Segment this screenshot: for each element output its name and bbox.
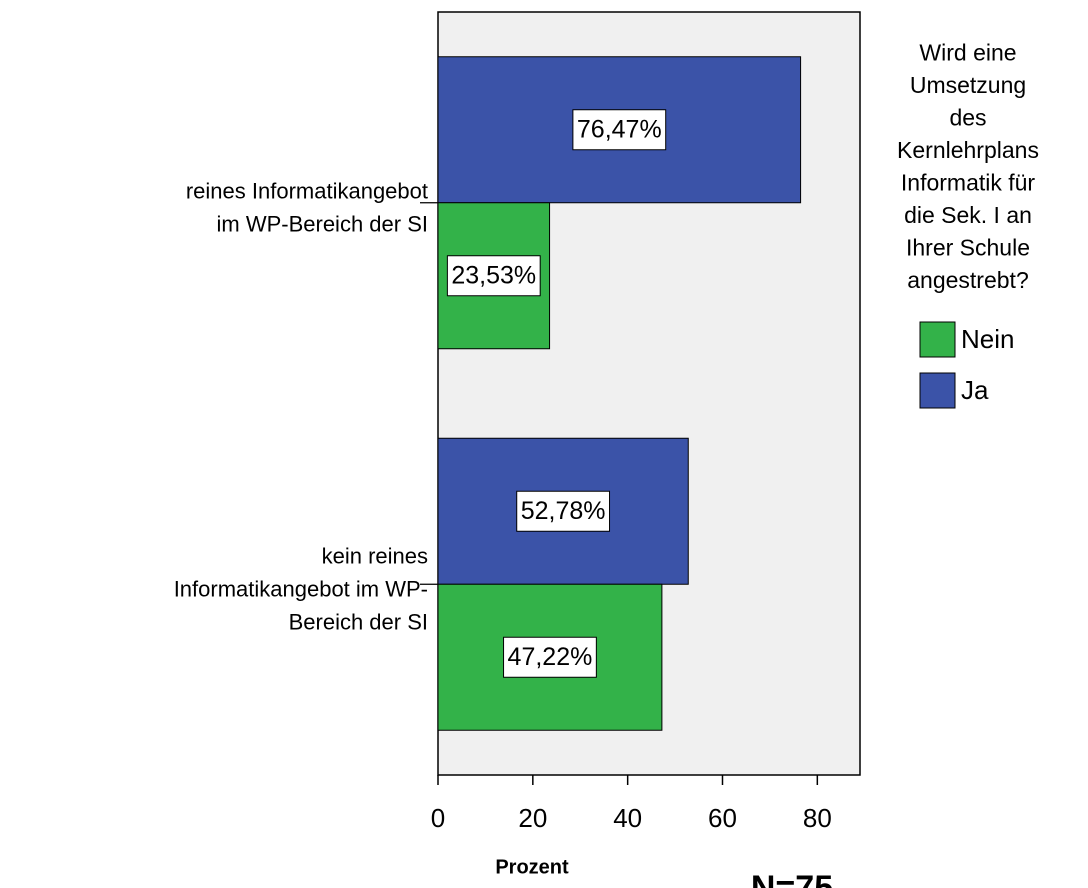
- legend-label: Nein: [961, 324, 1014, 354]
- legend-swatch: [919, 372, 956, 409]
- legend-label: Ja: [961, 375, 989, 405]
- x-tick-label: 40: [613, 803, 642, 833]
- x-tick-label: 20: [518, 803, 547, 833]
- x-tick-label: 60: [708, 803, 737, 833]
- y-tick-label: reines Informatikangebot im WP-Bereich de…: [186, 178, 428, 236]
- x-axis-label: Prozent: [495, 856, 569, 878]
- value-label-box: [572, 109, 667, 151]
- y-tick-label: kein reines Informatikangebot im WP-Berei…: [174, 543, 428, 634]
- value-label-box: [446, 255, 541, 297]
- value-label: 23,53%: [451, 261, 536, 289]
- legend-swatch: [919, 321, 956, 358]
- value-label: 76,47%: [577, 115, 662, 143]
- value-label: 52,78%: [521, 497, 606, 525]
- value-label-box: [516, 490, 611, 532]
- value-label: 47,22%: [508, 643, 593, 671]
- x-tick-label: 80: [803, 803, 832, 833]
- x-tick-label: 0: [431, 803, 445, 833]
- legend-title: Wird eine Umsetzung des Kernlehrplans Inform…: [897, 39, 1039, 293]
- value-label-box: [503, 636, 597, 678]
- annotation: N=75: [751, 869, 833, 888]
